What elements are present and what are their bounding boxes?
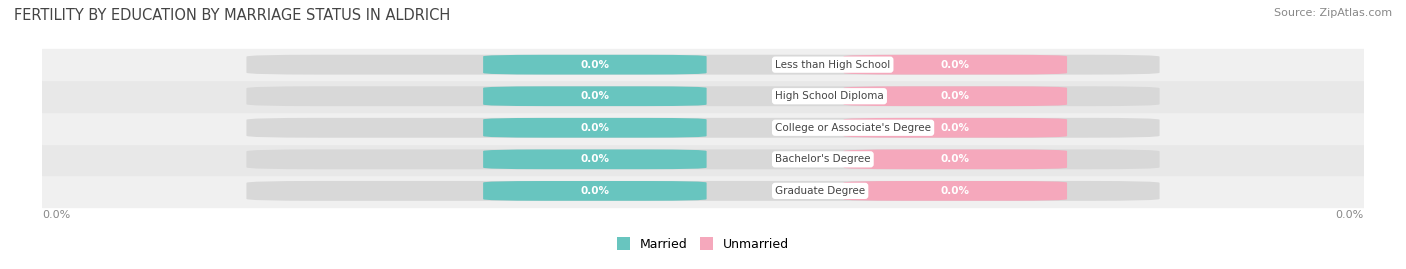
FancyBboxPatch shape	[246, 118, 1160, 138]
Text: 0.0%: 0.0%	[941, 91, 970, 101]
FancyBboxPatch shape	[246, 149, 1160, 169]
Text: College or Associate's Degree: College or Associate's Degree	[775, 123, 931, 133]
Text: 0.0%: 0.0%	[42, 210, 70, 221]
Text: 0.0%: 0.0%	[941, 60, 970, 70]
Bar	[42, 80, 1364, 112]
FancyBboxPatch shape	[844, 150, 1067, 169]
FancyBboxPatch shape	[484, 181, 707, 201]
Text: Source: ZipAtlas.com: Source: ZipAtlas.com	[1274, 8, 1392, 18]
Text: Graduate Degree: Graduate Degree	[775, 186, 865, 196]
Text: 0.0%: 0.0%	[1336, 210, 1364, 221]
FancyBboxPatch shape	[844, 86, 1067, 106]
Text: 0.0%: 0.0%	[941, 186, 970, 196]
Bar	[42, 175, 1364, 207]
FancyBboxPatch shape	[844, 118, 1067, 138]
FancyBboxPatch shape	[844, 181, 1067, 201]
Text: 0.0%: 0.0%	[581, 186, 609, 196]
Text: Bachelor's Degree: Bachelor's Degree	[775, 154, 870, 164]
Legend: Married, Unmarried: Married, Unmarried	[612, 232, 794, 256]
Text: 0.0%: 0.0%	[581, 154, 609, 164]
FancyBboxPatch shape	[484, 86, 707, 106]
Bar	[42, 144, 1364, 175]
Text: 0.0%: 0.0%	[581, 123, 609, 133]
Text: High School Diploma: High School Diploma	[775, 91, 884, 101]
Text: FERTILITY BY EDUCATION BY MARRIAGE STATUS IN ALDRICH: FERTILITY BY EDUCATION BY MARRIAGE STATU…	[14, 8, 450, 23]
Bar	[42, 112, 1364, 144]
Text: 0.0%: 0.0%	[941, 123, 970, 133]
FancyBboxPatch shape	[844, 55, 1067, 75]
FancyBboxPatch shape	[484, 118, 707, 138]
Text: Less than High School: Less than High School	[775, 60, 890, 70]
Text: 0.0%: 0.0%	[581, 91, 609, 101]
FancyBboxPatch shape	[484, 150, 707, 169]
FancyBboxPatch shape	[246, 181, 1160, 201]
Bar	[42, 49, 1364, 80]
FancyBboxPatch shape	[246, 55, 1160, 75]
Text: 0.0%: 0.0%	[581, 60, 609, 70]
FancyBboxPatch shape	[246, 86, 1160, 106]
FancyBboxPatch shape	[484, 55, 707, 75]
Text: 0.0%: 0.0%	[941, 154, 970, 164]
